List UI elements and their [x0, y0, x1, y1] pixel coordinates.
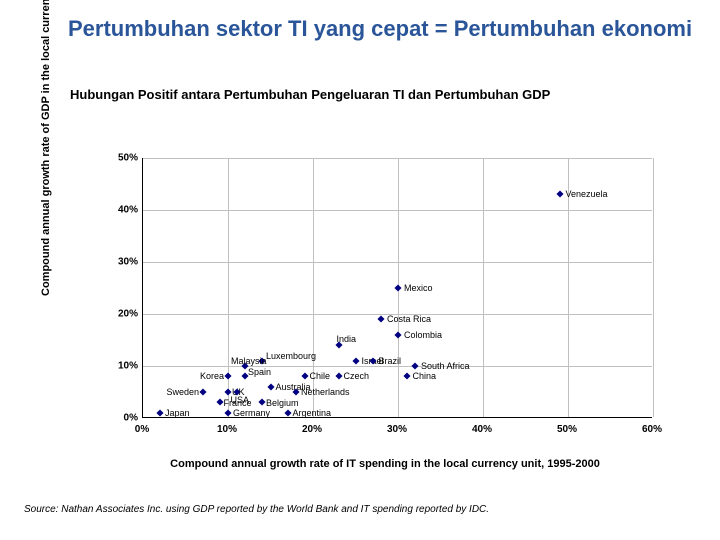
data-label: Spain — [248, 368, 271, 377]
y-tick: 40% — [104, 205, 138, 216]
x-tick: 30% — [387, 424, 407, 435]
x-tick: 0% — [135, 424, 149, 435]
gridline-h — [143, 262, 652, 263]
data-label: Chile — [310, 372, 331, 381]
data-label: Colombia — [404, 331, 442, 340]
data-label: Germany — [233, 409, 270, 418]
data-point — [411, 362, 418, 369]
data-label: Argentina — [293, 409, 332, 418]
y-tick: 10% — [104, 361, 138, 372]
data-label: Malaysia — [231, 357, 267, 366]
data-point — [394, 331, 401, 338]
data-point — [352, 357, 359, 364]
data-label: China — [413, 372, 437, 381]
data-point — [258, 399, 265, 406]
data-point — [377, 316, 384, 323]
scatter-chart: VenezuelaMexicoCosta RicaColombiaIndiaIs… — [104, 148, 654, 448]
y-tick: 0% — [104, 413, 138, 424]
data-point — [556, 191, 563, 198]
data-point — [267, 383, 274, 390]
gridline-v — [483, 158, 484, 417]
data-point — [156, 409, 163, 416]
data-point — [216, 399, 223, 406]
x-axis-label: Compound annual growth rate of IT spendi… — [80, 458, 690, 470]
page-title: Pertumbuhan sektor TI yang cepat = Pertu… — [68, 16, 692, 42]
data-label: Japan — [165, 409, 190, 418]
x-tick: 40% — [472, 424, 492, 435]
data-label: South Africa — [421, 362, 470, 371]
data-label: Sweden — [167, 388, 200, 397]
x-tick: 50% — [557, 424, 577, 435]
data-point — [224, 409, 231, 416]
data-label: Mexico — [404, 284, 433, 293]
gridline-h — [143, 158, 652, 159]
data-point — [394, 284, 401, 291]
y-axis-label: Compound annual growth rate of GDP in th… — [40, 0, 52, 296]
data-point — [335, 373, 342, 380]
data-point — [199, 388, 206, 395]
data-point — [403, 373, 410, 380]
data-label: Brazil — [379, 357, 402, 366]
gridline-h — [143, 366, 652, 367]
data-label: India — [337, 335, 357, 344]
data-label: Netherlands — [301, 388, 350, 397]
gridline-h — [143, 210, 652, 211]
gridline-v — [653, 158, 654, 417]
plot-area: VenezuelaMexicoCosta RicaColombiaIndiaIs… — [142, 158, 652, 418]
data-label: Luxembourg — [266, 352, 316, 361]
data-point — [301, 373, 308, 380]
chart-subtitle: Hubungan Positif antara Pertumbuhan Peng… — [70, 86, 550, 104]
x-tick: 20% — [302, 424, 322, 435]
data-label: Korea — [200, 372, 224, 381]
data-label: Costa Rica — [387, 315, 431, 324]
source-citation: Source: Nathan Associates Inc. using GDP… — [24, 503, 489, 516]
y-tick: 50% — [104, 153, 138, 164]
data-point — [284, 409, 291, 416]
data-label: Czech — [344, 372, 370, 381]
y-tick: 20% — [104, 309, 138, 320]
x-tick: 60% — [642, 424, 662, 435]
data-label: Venezuela — [566, 190, 608, 199]
data-point — [224, 373, 231, 380]
x-tick: 10% — [217, 424, 237, 435]
y-tick: 30% — [104, 257, 138, 268]
